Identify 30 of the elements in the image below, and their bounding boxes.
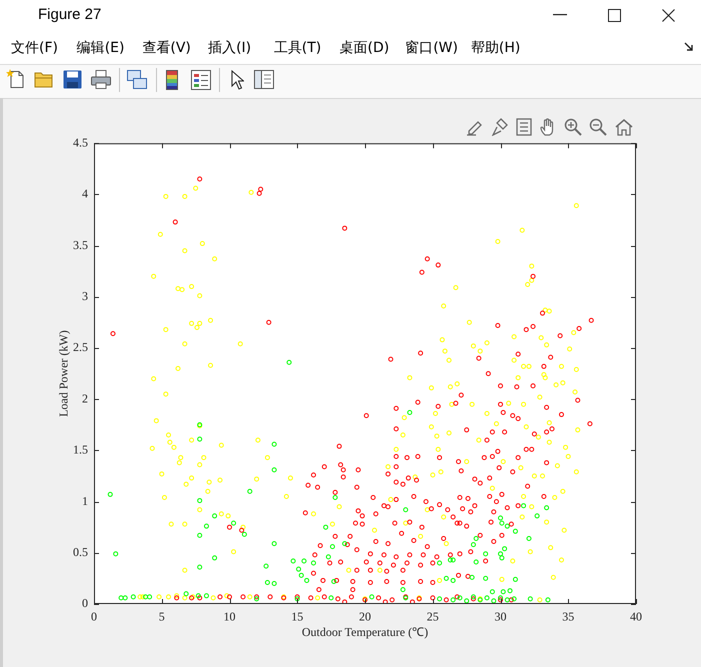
x-axis-title: Outdoor Temperature (℃): [302, 624, 428, 639]
y-tick-label: 4.5: [73, 135, 88, 150]
y-tick-label: 2: [82, 391, 88, 406]
text: 编辑(E): [76, 39, 124, 57]
x-tick-label: 40: [630, 609, 642, 624]
y-tick-label: 3: [82, 288, 88, 303]
x-tick-label: 35: [562, 609, 574, 624]
y-tick-label: 0: [82, 596, 88, 610]
text: 文件(F): [11, 39, 58, 57]
x-tick-label: 20: [359, 609, 371, 624]
y-tick-label: 0.5: [73, 544, 88, 559]
text: 窗口(W): [405, 39, 458, 57]
x-tick-label: 5: [158, 609, 165, 624]
x-tick-label: 30: [494, 609, 506, 624]
x-tick-label: 10: [224, 609, 236, 624]
y-tick-label: 1: [82, 494, 88, 508]
text: 工具(T): [274, 39, 322, 57]
y-axis-title: Load Power (kW): [56, 330, 70, 417]
chart-title: Figure 27: [38, 6, 102, 23]
y-tick-label: 4: [82, 186, 88, 201]
x-tick-label: 15: [291, 609, 304, 624]
y-tick-label: 3.5: [73, 238, 88, 252]
text: 桌面(D): [340, 39, 390, 57]
x-tick-label: 0: [91, 609, 97, 624]
text: 插入(I): [208, 39, 252, 57]
y-tick-label: 2.5: [73, 340, 88, 354]
y-tick-label: 1.5: [73, 442, 88, 457]
x-tick-label: 25: [426, 609, 439, 624]
text: 查看(V): [142, 39, 191, 57]
text: 帮助(H): [470, 39, 520, 57]
